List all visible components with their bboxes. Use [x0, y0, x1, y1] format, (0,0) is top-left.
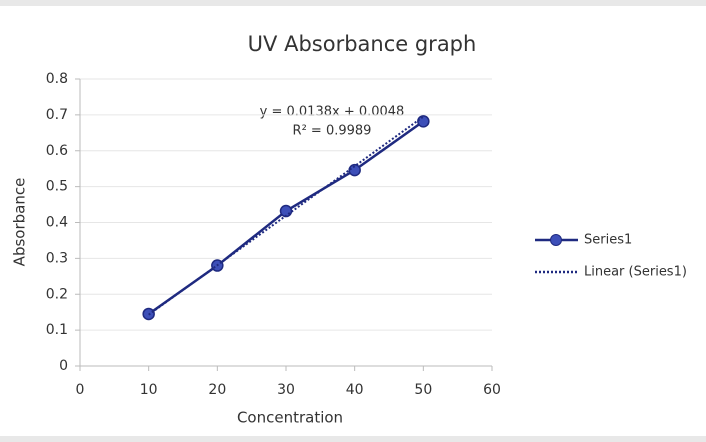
y-tick-label: 0.1 [46, 322, 68, 338]
x-axis-label: Concentration [237, 409, 343, 427]
y-axis-label: Absorbance [11, 178, 29, 267]
y-tick-label: 0 [59, 358, 68, 374]
x-tick-label: 60 [483, 382, 501, 398]
y-tick-label: 0.2 [46, 286, 68, 302]
bottom-band [0, 436, 706, 442]
point [348, 163, 361, 177]
legend-label: Series1 [584, 233, 632, 248]
legend-marker [550, 234, 562, 246]
trendline-r2: R² = 0.9989 [293, 124, 372, 139]
trendline-equation: y = 0.0138x + 0.0048 [260, 105, 405, 120]
trendline [148, 115, 424, 316]
top-band [0, 0, 706, 6]
y-tick-label: 0.8 [46, 71, 68, 87]
x-tick-label: 40 [346, 382, 364, 398]
y-tick-label: 0.7 [46, 107, 68, 123]
y-tick-label: 0.6 [46, 143, 68, 159]
y-tick-label: 0.4 [46, 215, 68, 231]
chart-title: UV Absorbance graph [248, 32, 477, 56]
y-tick-label: 0.5 [46, 179, 68, 195]
point [417, 115, 430, 128]
y-tick-label: 0.3 [46, 250, 68, 266]
x-tick-label: 20 [208, 382, 226, 398]
series-line [147, 120, 425, 316]
x-tick-label: 10 [140, 382, 158, 398]
x-tick-label: 50 [414, 382, 432, 398]
x-tick-label: 0 [76, 382, 85, 398]
legend-label: Linear (Series1) [584, 265, 687, 280]
x-tick-label: 30 [277, 382, 295, 398]
